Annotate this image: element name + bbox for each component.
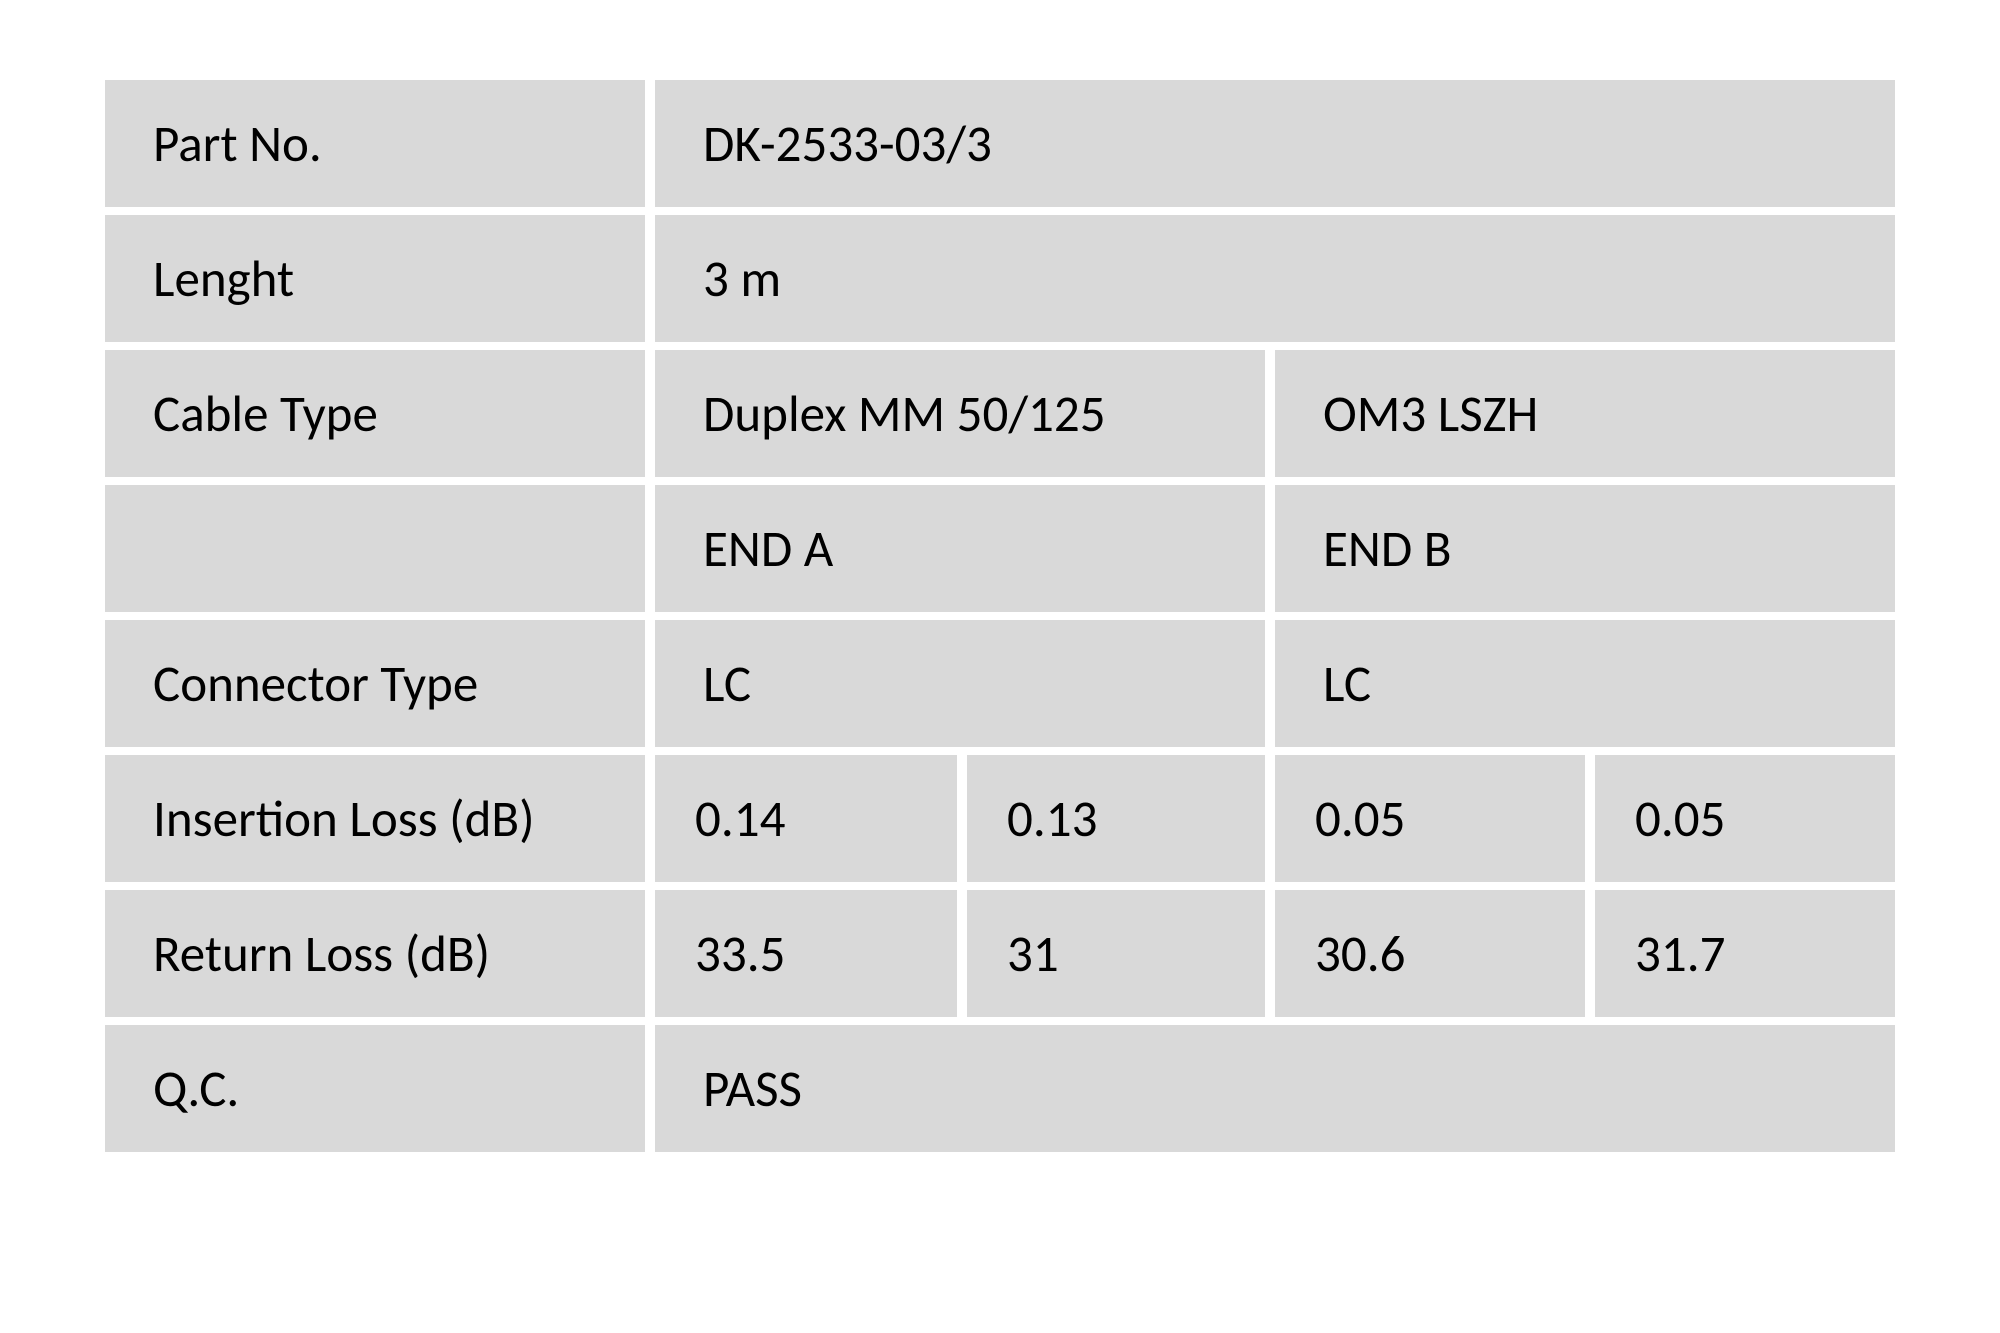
spec-table: Part No. DK-2533-03/3 Lenght 3 m Cable T… <box>105 80 1895 1152</box>
label-qc: Q.C. <box>105 1025 645 1152</box>
label-part-no: Part No. <box>105 80 645 207</box>
label-insertion-loss: Insertion Loss (dB) <box>105 755 645 882</box>
value-return-4: 31.7 <box>1595 890 1895 1017</box>
value-cable-type-a: Duplex MM 50/125 <box>655 350 1265 477</box>
value-insertion-1: 0.14 <box>655 755 957 882</box>
value-return-1: 33.5 <box>655 890 957 1017</box>
value-part-no: DK-2533-03/3 <box>655 80 1895 207</box>
value-connector-b: LC <box>1275 620 1895 747</box>
label-return-loss: Return Loss (dB) <box>105 890 645 1017</box>
value-return-3: 30.6 <box>1275 890 1585 1017</box>
value-insertion-3: 0.05 <box>1275 755 1585 882</box>
label-end-header-blank <box>105 485 645 612</box>
label-cable-type: Cable Type <box>105 350 645 477</box>
value-length: 3 m <box>655 215 1895 342</box>
value-insertion-2: 0.13 <box>967 755 1265 882</box>
value-cable-type-b: OM3 LSZH <box>1275 350 1895 477</box>
value-connector-a: LC <box>655 620 1265 747</box>
header-end-b: END B <box>1275 485 1895 612</box>
label-connector-type: Connector Type <box>105 620 645 747</box>
value-insertion-4: 0.05 <box>1595 755 1895 882</box>
header-end-a: END A <box>655 485 1265 612</box>
value-qc: PASS <box>655 1025 1895 1152</box>
value-return-2: 31 <box>967 890 1265 1017</box>
label-length: Lenght <box>105 215 645 342</box>
